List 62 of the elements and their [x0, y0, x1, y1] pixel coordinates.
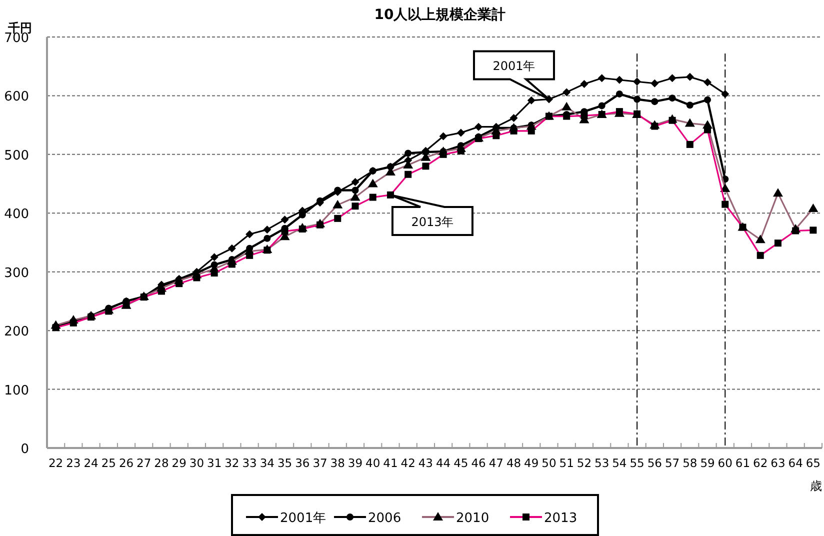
x-tick-label: 42	[400, 456, 416, 470]
chart-title: 10人以上規模企業計	[374, 7, 506, 23]
x-tick-label: 47	[488, 456, 504, 470]
y-tick-label: 300	[4, 266, 29, 281]
y-tick-label: 100	[4, 383, 29, 398]
x-tick-label: 29	[172, 456, 186, 470]
legend-label: 2001年	[280, 511, 326, 526]
x-tick-label: 38	[330, 456, 345, 470]
annotation: 2001年	[492, 59, 536, 74]
x-tick-label: 48	[506, 456, 522, 470]
x-tick-label: 54	[612, 456, 627, 470]
x-tick-label: 36	[295, 456, 310, 470]
x-tick-label: 45	[454, 456, 468, 470]
x-tick-label: 59	[700, 456, 715, 470]
x-tick-label: 22	[48, 456, 64, 470]
x-tick-label: 64	[788, 456, 803, 470]
y-tick-label: 600	[4, 90, 29, 105]
x-tick-label: 51	[559, 456, 574, 470]
x-tick-label: 63	[770, 456, 786, 470]
x-tick-label: 35	[277, 456, 292, 470]
x-tick-label: 56	[647, 456, 662, 470]
callout: 2013年	[389, 194, 474, 236]
y-tick-label: 200	[4, 324, 29, 340]
x-tick-label: 60	[718, 456, 732, 470]
x-tick-label: 26	[118, 456, 134, 470]
x-tick-label: 34	[260, 456, 274, 470]
x-tick-label: 37	[312, 456, 328, 470]
x-tick-label: 52	[576, 456, 592, 470]
x-tick-label: 32	[224, 456, 240, 470]
x-tick-label: 30	[189, 456, 204, 470]
x-tick-label: 41	[383, 456, 398, 470]
x-tick-label: 23	[66, 456, 81, 470]
x-tick-label: 57	[664, 456, 680, 470]
x-tick-label: 62	[753, 456, 768, 470]
legend-label: 2006	[368, 511, 402, 526]
annotation: 2013年	[411, 214, 454, 229]
x-tick-label: 49	[524, 456, 539, 470]
legend-label: 2010	[456, 511, 490, 526]
x-tick-label: 50	[542, 456, 556, 470]
x-tick-label: 40	[366, 456, 380, 470]
x-tick-label: 27	[136, 456, 152, 470]
x-tick-label: 43	[418, 456, 434, 470]
x-tick-label: 65	[806, 456, 821, 470]
y-tick-label: 0	[20, 442, 29, 457]
x-tick-label: 31	[207, 456, 222, 470]
x-tick-label: 39	[348, 456, 363, 470]
x-axis-title: 歳	[810, 479, 822, 493]
callout: 2001年	[473, 50, 555, 100]
x-tick-label: 53	[594, 456, 610, 470]
y-tick-label: 700	[4, 31, 29, 46]
y-tick-label: 400	[4, 207, 29, 222]
x-tick-label: 44	[436, 456, 451, 470]
x-tick-label: 24	[84, 456, 98, 470]
x-tick-label: 61	[735, 456, 750, 470]
x-tick-label: 58	[682, 456, 698, 470]
x-tick-label: 46	[471, 456, 486, 470]
x-tick-label: 25	[101, 456, 116, 470]
y-tick-label: 500	[4, 148, 29, 164]
legend-label: 2013	[544, 511, 578, 526]
x-tick-label: 55	[630, 456, 644, 470]
x-tick-label: 28	[154, 456, 169, 470]
x-tick-label: 33	[242, 456, 257, 470]
